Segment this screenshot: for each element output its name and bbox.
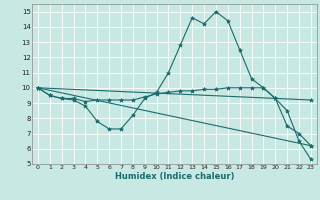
X-axis label: Humidex (Indice chaleur): Humidex (Indice chaleur) — [115, 172, 234, 181]
